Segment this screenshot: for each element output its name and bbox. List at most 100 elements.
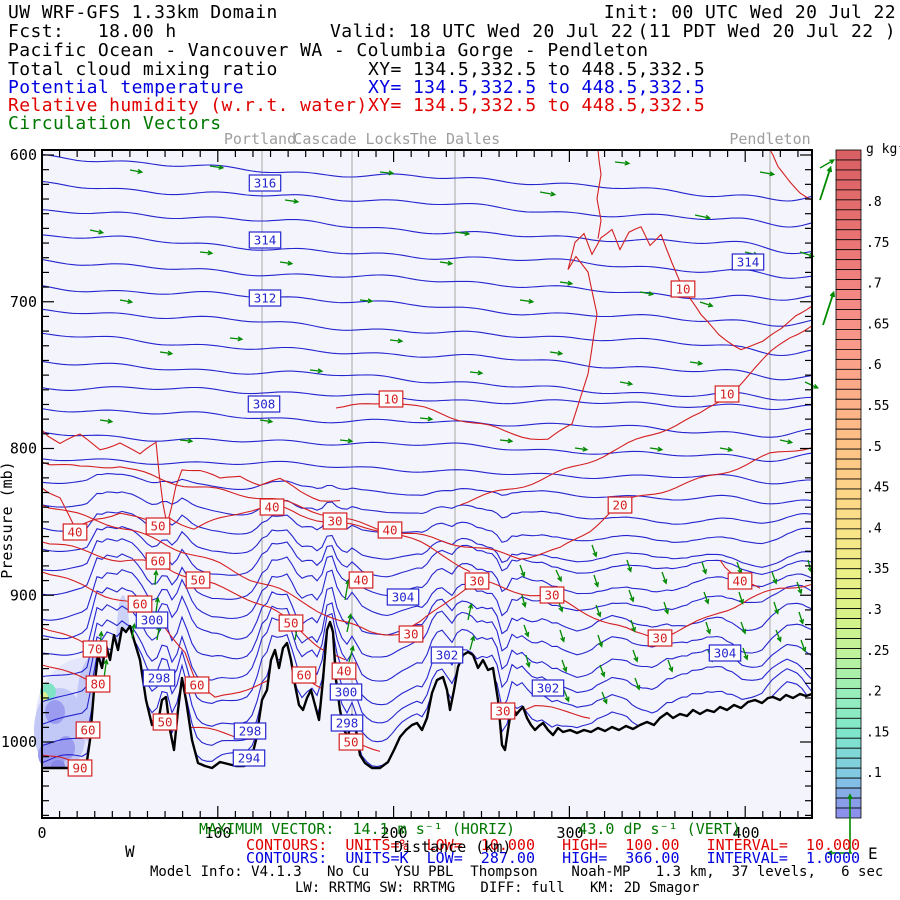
svg-text:0: 0 <box>37 824 46 842</box>
svg-text:300: 300 <box>335 685 358 700</box>
svg-text:60: 60 <box>150 554 165 569</box>
field-vectors-label: Circulation Vectors <box>8 113 222 134</box>
svg-text:20: 20 <box>612 498 627 513</box>
svg-text:Pressure (mb): Pressure (mb) <box>0 461 16 578</box>
svg-text:700: 700 <box>10 293 37 311</box>
svg-text:302: 302 <box>537 681 560 696</box>
svg-text:60: 60 <box>80 723 95 738</box>
svg-text:50: 50 <box>343 735 358 750</box>
theta-contour-legend: CONTOURS: UNITS=K LOW= 287.00 HIGH= 366.… <box>246 849 861 867</box>
svg-text:.25: .25 <box>866 644 889 659</box>
svg-text:.45: .45 <box>866 481 889 496</box>
svg-text:308: 308 <box>253 397 276 412</box>
east-end-label: E <box>868 844 878 863</box>
field-rh-xy: XY= 134.5,332.5 to 448.5,332.5 <box>368 95 706 116</box>
city-label-the-dalles: The Dalles <box>409 130 501 148</box>
max-vector-legend: MAXIMUM VECTOR: 14.1 m s⁻¹ (HORIZ) 43.0 … <box>199 820 741 838</box>
svg-text:30: 30 <box>495 704 510 719</box>
svg-text:304: 304 <box>392 590 415 605</box>
section-route: Pacific Ocean - Vancouver WA - Columbia … <box>8 40 649 61</box>
forecast-hour: Fcst: 18.00 h <box>8 21 177 42</box>
svg-text:.8: .8 <box>866 195 882 210</box>
svg-text:80: 80 <box>90 677 105 692</box>
svg-text:304: 304 <box>714 646 737 661</box>
model-info: Model Info: V4.1.3 No Cu YSU PBL Thompso… <box>150 864 884 880</box>
svg-text:.5: .5 <box>866 440 882 455</box>
init-time: Init: 00 UTC Wed 20 Jul 22 <box>603 2 896 23</box>
svg-text:40: 40 <box>336 664 351 679</box>
svg-text:60: 60 <box>296 668 311 683</box>
svg-text:.6: .6 <box>866 358 882 373</box>
svg-text:30: 30 <box>544 588 559 603</box>
svg-text:30: 30 <box>469 574 484 589</box>
field-cloud-xy: XY= 134.5,332.5 to 448.5,332.5 <box>368 59 706 80</box>
svg-text:1000: 1000 <box>1 733 37 751</box>
svg-text:40: 40 <box>353 573 368 588</box>
svg-text:40: 40 <box>264 500 279 515</box>
svg-text:40: 40 <box>67 525 82 540</box>
svg-text:800: 800 <box>10 440 37 458</box>
contour-labels: 316 314 312 308 314 304 304 302 302 300 300 298 298 2… <box>62 174 765 777</box>
valid-time: Valid: 18 UTC Wed 20 Jul 22 <box>330 21 634 42</box>
svg-text:50: 50 <box>190 573 205 588</box>
svg-text:900: 900 <box>10 586 37 604</box>
city-label-cascade-locks: Cascade Locks <box>293 130 411 148</box>
svg-text:298: 298 <box>336 716 359 731</box>
svg-text:50: 50 <box>157 715 172 730</box>
svg-text:.2: .2 <box>866 685 882 700</box>
svg-text:314: 314 <box>254 233 277 248</box>
svg-text:314: 314 <box>737 255 760 270</box>
west-end-label: W <box>125 842 135 861</box>
svg-text:10: 10 <box>719 387 734 402</box>
svg-text:.4: .4 <box>866 521 882 536</box>
svg-text:g kg⁻¹: g kg⁻¹ <box>866 142 900 157</box>
svg-text:50: 50 <box>150 519 165 534</box>
svg-text:90: 90 <box>72 761 87 776</box>
svg-text:.3: .3 <box>866 603 882 618</box>
svg-text:312: 312 <box>254 291 277 306</box>
svg-text:300: 300 <box>141 613 164 628</box>
svg-text:50: 50 <box>283 616 298 631</box>
svg-text:10: 10 <box>675 282 690 297</box>
svg-text:298: 298 <box>239 724 262 739</box>
svg-text:400: 400 <box>732 824 759 842</box>
rh-contour-legend: CONTOURS: UNITS=% LOW= 10.000 HIGH= 100.… <box>246 836 861 854</box>
svg-text:40: 40 <box>732 574 747 589</box>
svg-text:316: 316 <box>254 176 277 191</box>
svg-text:294: 294 <box>238 751 261 766</box>
physics-info: LW: RRTMG SW: RRTMG DIFF: full KM: 2D Sm… <box>295 880 700 896</box>
vector-scale-legend <box>826 793 853 856</box>
terrain-profile <box>42 620 813 818</box>
svg-text:.1: .1 <box>866 766 882 781</box>
field-theta-label: Potential temperature <box>8 77 244 98</box>
svg-text:30: 30 <box>327 514 342 529</box>
city-label-portland: Portland <box>223 130 297 148</box>
valid-time-local: (11 PDT Wed 20 Jul 22 ) <box>637 21 896 42</box>
x-axis-title: Distance (km) <box>394 838 512 856</box>
svg-text:298: 298 <box>148 671 171 686</box>
theta-contours <box>41 153 813 768</box>
svg-text:.65: .65 <box>866 317 889 332</box>
svg-text:.35: .35 <box>866 562 889 577</box>
svg-text:300: 300 <box>556 824 583 842</box>
svg-text:70: 70 <box>87 642 102 657</box>
svg-text:60: 60 <box>132 597 147 612</box>
svg-text:60: 60 <box>189 678 204 693</box>
svg-text:.75: .75 <box>866 236 889 251</box>
plot-border <box>41 149 813 819</box>
svg-text:30: 30 <box>652 631 667 646</box>
model-domain-title: UW WRF-GFS 1.33km Domain <box>8 2 278 23</box>
field-cloud-label: Total cloud mixing ratio <box>8 59 278 80</box>
svg-text:.55: .55 <box>866 399 889 414</box>
svg-text:100: 100 <box>204 824 231 842</box>
svg-text:10: 10 <box>383 392 398 407</box>
field-theta-xy: XY= 134.5,332.5 to 448.5,332.5 <box>368 77 706 98</box>
svg-text:200: 200 <box>380 824 407 842</box>
city-label-pendleton: Pendleton <box>729 130 811 148</box>
svg-text:30: 30 <box>403 627 418 642</box>
svg-text:.7: .7 <box>866 277 882 292</box>
field-rh-label: Relative humidity (w.r.t. water) <box>8 95 368 116</box>
svg-text:600: 600 <box>10 146 37 164</box>
